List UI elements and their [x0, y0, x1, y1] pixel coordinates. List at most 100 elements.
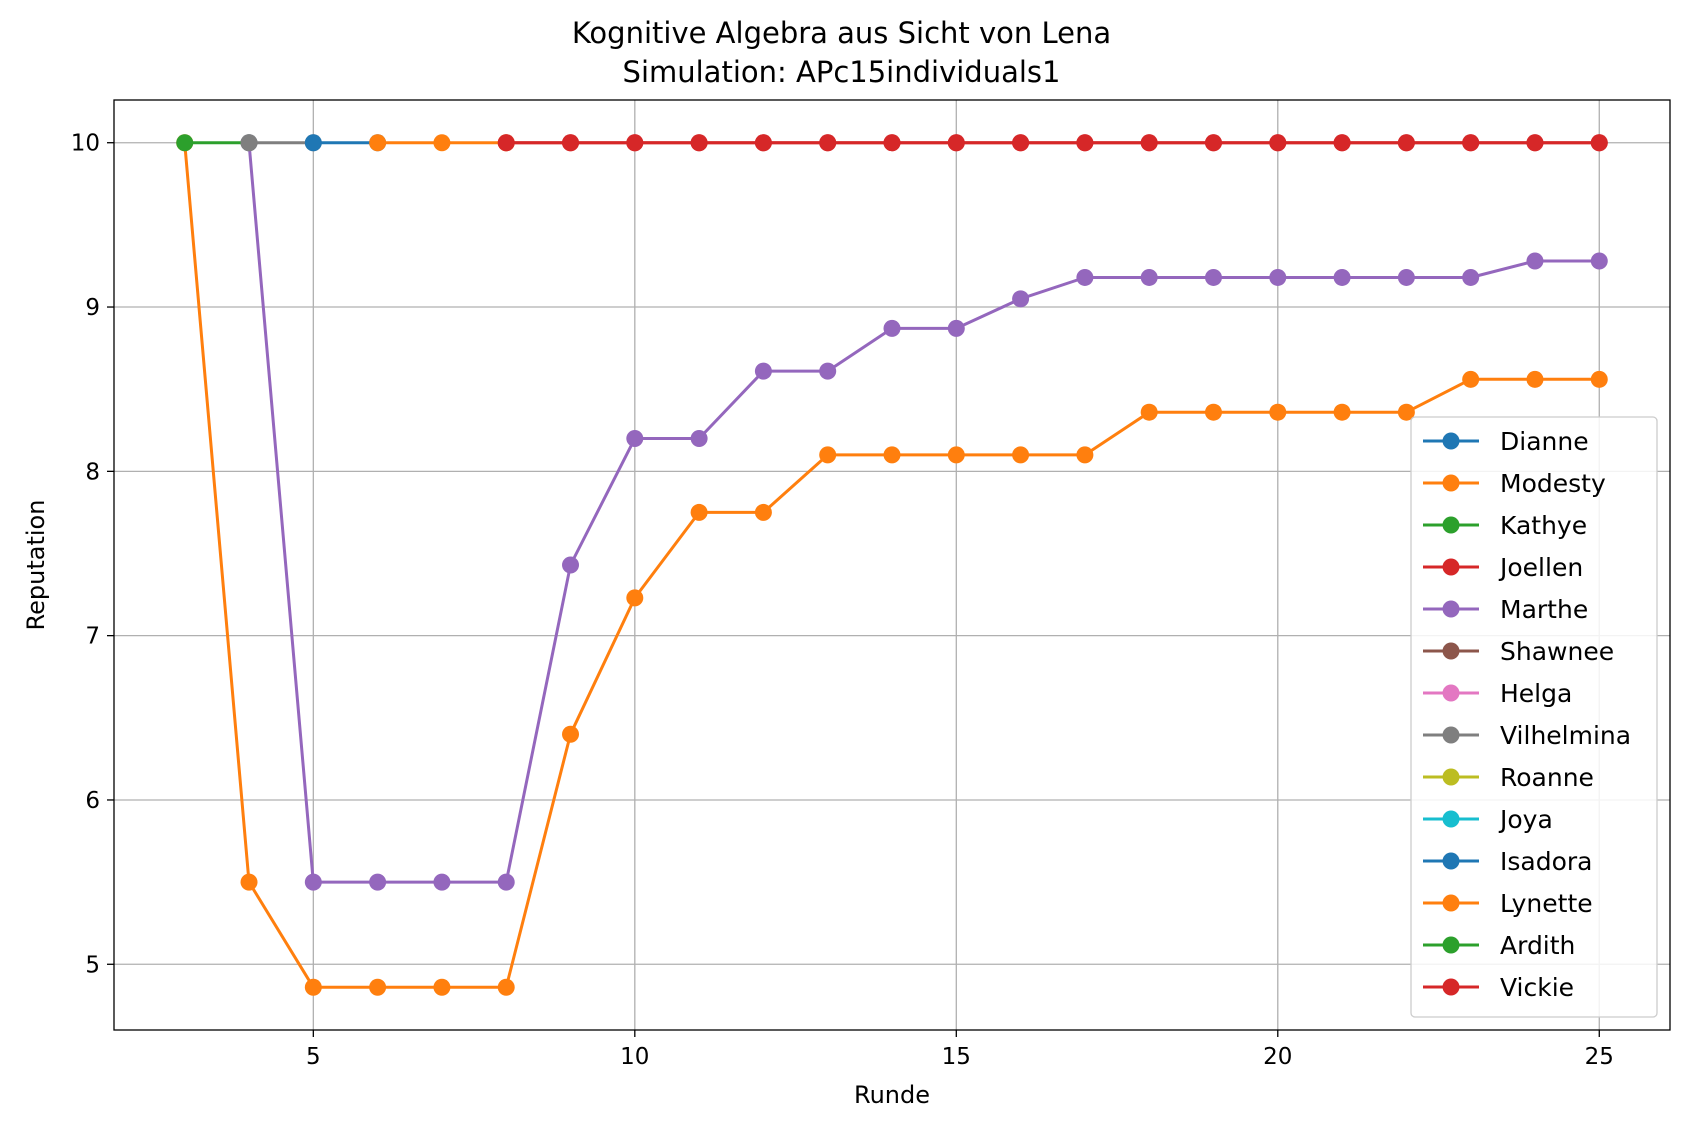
data-point	[176, 134, 194, 152]
data-point	[626, 589, 644, 607]
legend-marker	[1442, 936, 1460, 954]
legend-marker	[1442, 894, 1460, 912]
x-tick-label: 10	[620, 1044, 649, 1070]
data-point	[562, 556, 580, 574]
data-point	[1269, 134, 1287, 152]
data-point	[819, 446, 837, 464]
data-point	[497, 978, 515, 996]
data-point	[304, 134, 322, 152]
data-point	[240, 134, 258, 152]
data-point	[1526, 370, 1544, 388]
data-point	[1012, 446, 1030, 464]
data-point	[690, 134, 708, 152]
legend-item: Lynette	[1423, 889, 1593, 918]
data-point	[1204, 268, 1222, 286]
data-point	[883, 134, 901, 152]
legend-marker	[1442, 768, 1460, 786]
data-point	[1333, 134, 1351, 152]
legend-marker	[1442, 516, 1460, 534]
data-point	[562, 725, 580, 743]
legend-marker	[1442, 852, 1460, 870]
data-point	[819, 362, 837, 380]
data-point	[1526, 252, 1544, 270]
data-point	[369, 978, 387, 996]
legend-label: Roanne	[1500, 763, 1594, 792]
series-lynette	[369, 134, 515, 152]
legend-item: Kathye	[1423, 511, 1587, 540]
data-point	[433, 134, 451, 152]
series-line	[183, 142, 1600, 989]
legend-marker	[1442, 474, 1460, 492]
series-modesty	[176, 134, 1608, 996]
data-point	[1076, 446, 1094, 464]
legend-item: Dianne	[1423, 427, 1589, 456]
legend-marker	[1442, 726, 1460, 744]
data-point	[1590, 252, 1608, 270]
data-point	[1012, 290, 1030, 308]
legend-marker	[1442, 600, 1460, 618]
data-point	[1076, 134, 1094, 152]
legend-label: Isadora	[1500, 847, 1592, 876]
data-point	[1397, 134, 1415, 152]
legend-label: Marthe	[1500, 595, 1588, 624]
y-tick-label: 6	[85, 788, 100, 814]
series-vickie	[497, 134, 1608, 152]
legend-label: Helga	[1500, 679, 1572, 708]
legend-label: Vilhelmina	[1500, 721, 1631, 750]
legend-label: Kathye	[1500, 511, 1587, 540]
legend-label: Shawnee	[1500, 637, 1614, 666]
x-tick-label: 20	[1263, 1044, 1292, 1070]
x-tick-label: 5	[306, 1044, 321, 1070]
data-point	[1269, 268, 1287, 286]
legend-label: Joellen	[1498, 553, 1583, 582]
legend-item: Joya	[1423, 805, 1553, 834]
data-point	[433, 873, 451, 891]
data-point	[1397, 403, 1415, 421]
data-point	[1462, 370, 1480, 388]
data-point	[883, 319, 901, 337]
data-point	[1333, 268, 1351, 286]
ticks: 5 10 15 20 25 5 6 7 8 9 10	[71, 131, 1614, 1070]
legend-item: Roanne	[1423, 763, 1594, 792]
data-point	[626, 429, 644, 447]
data-point	[754, 134, 772, 152]
legend-label: Modesty	[1500, 469, 1606, 498]
data-point	[1140, 403, 1158, 421]
data-point	[754, 362, 772, 380]
legend-label: Joya	[1498, 805, 1553, 834]
legend-marker	[1442, 810, 1460, 828]
legend-item: Vilhelmina	[1423, 721, 1631, 750]
legend-label: Lynette	[1500, 889, 1593, 918]
x-axis-label: Runde	[854, 1081, 930, 1109]
data-point	[1269, 403, 1287, 421]
x-tick-label: 15	[942, 1044, 971, 1070]
data-point	[562, 134, 580, 152]
data-point	[1140, 268, 1158, 286]
chart-subtitle: Simulation: APc15individuals1	[622, 55, 1061, 89]
data-point	[947, 319, 965, 337]
data-point	[304, 978, 322, 996]
y-axis-label: Reputation	[22, 500, 50, 631]
legend-item: Vickie	[1423, 973, 1574, 1002]
data-point	[883, 446, 901, 464]
y-tick-label: 9	[85, 295, 100, 321]
data-point	[690, 429, 708, 447]
data-point	[1590, 134, 1608, 152]
data-point	[1590, 370, 1608, 388]
legend-item: Joellen	[1423, 553, 1583, 582]
legend-item: Isadora	[1423, 847, 1592, 876]
y-tick-label: 7	[85, 624, 100, 650]
legend-box	[1410, 416, 1658, 1018]
data-point	[690, 503, 708, 521]
legend-label: Dianne	[1500, 427, 1589, 456]
data-point	[304, 873, 322, 891]
y-tick-label: 5	[85, 952, 100, 978]
data-point	[1204, 403, 1222, 421]
legend-marker	[1442, 558, 1460, 576]
legend-marker	[1442, 642, 1460, 660]
data-point	[1397, 268, 1415, 286]
data-point	[819, 134, 837, 152]
series-marthe	[240, 134, 1608, 891]
legend-marker	[1442, 978, 1460, 996]
